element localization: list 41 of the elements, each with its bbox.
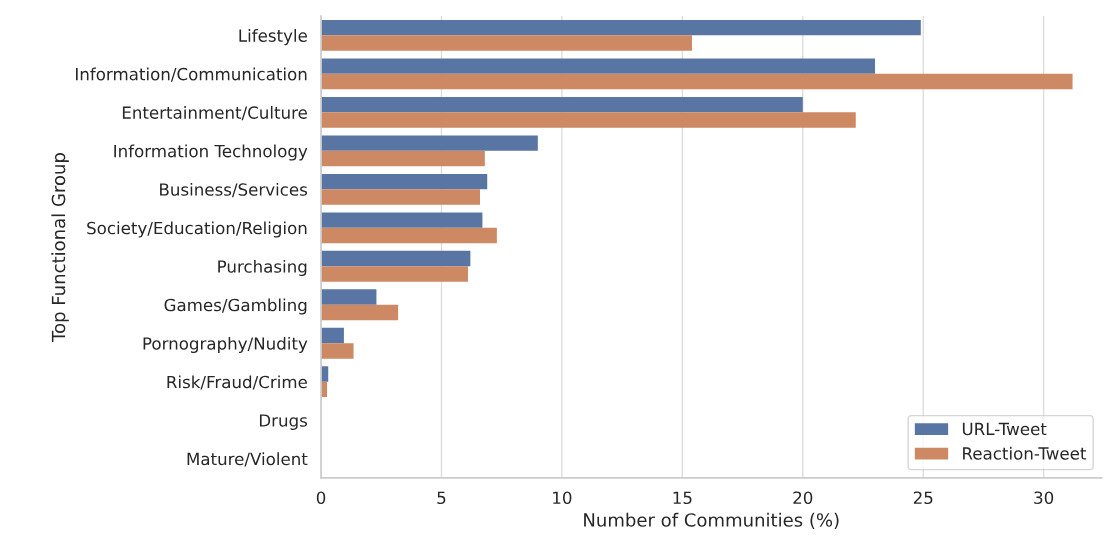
y-tick-label: Purchasing [218, 259, 307, 277]
y-tick-label: Drugs [259, 414, 308, 430]
x-tick-label: 10 [553, 491, 572, 505]
y-tick-label: Society/Education/Religion [87, 221, 307, 238]
y-tick-label: Information Technology [114, 144, 308, 161]
x-tick-label: 5 [437, 491, 446, 505]
y-tick-label: Mature/Violent [187, 452, 308, 467]
legend-label: URL-Tweet [962, 422, 1047, 436]
x-tick-label: 25 [913, 491, 933, 505]
bar [321, 35, 692, 51]
x-tick-label: 15 [673, 491, 692, 505]
y-tick-label: Pornography/Nudity [143, 336, 308, 354]
y-tick-label: Lifestyle [239, 29, 307, 46]
x-axis-title: Number of Communities (%) [584, 512, 839, 529]
legend-label: Reaction-Tweet [963, 446, 1087, 460]
y-tick-label: Information/Communication [76, 67, 307, 82]
bar [321, 266, 468, 282]
bar [321, 173, 488, 190]
bar [321, 58, 876, 74]
bar [321, 19, 921, 36]
bar [321, 212, 483, 228]
bar [321, 304, 399, 321]
x-tick-label: 30 [1034, 491, 1054, 505]
y-tick-label: Games/Gambling [164, 298, 307, 315]
x-tick-label: 0 [316, 491, 326, 505]
bar [321, 112, 856, 128]
bar [321, 327, 344, 344]
bar [321, 135, 538, 151]
y-tick-label: Entertainment/Culture [122, 105, 307, 121]
bar [321, 96, 803, 113]
y-tick-label: Risk/Fraud/Crime [167, 375, 307, 390]
x-tick-label: 20 [793, 491, 813, 505]
bar [321, 150, 485, 167]
bar [321, 227, 497, 244]
y-axis-title: Top Functional Group [51, 153, 69, 342]
bar [321, 250, 471, 267]
bar [321, 289, 377, 305]
bar [321, 189, 481, 205]
y-tick-label: Business/Services [160, 182, 308, 198]
bar [321, 343, 354, 359]
bar [321, 73, 1073, 90]
